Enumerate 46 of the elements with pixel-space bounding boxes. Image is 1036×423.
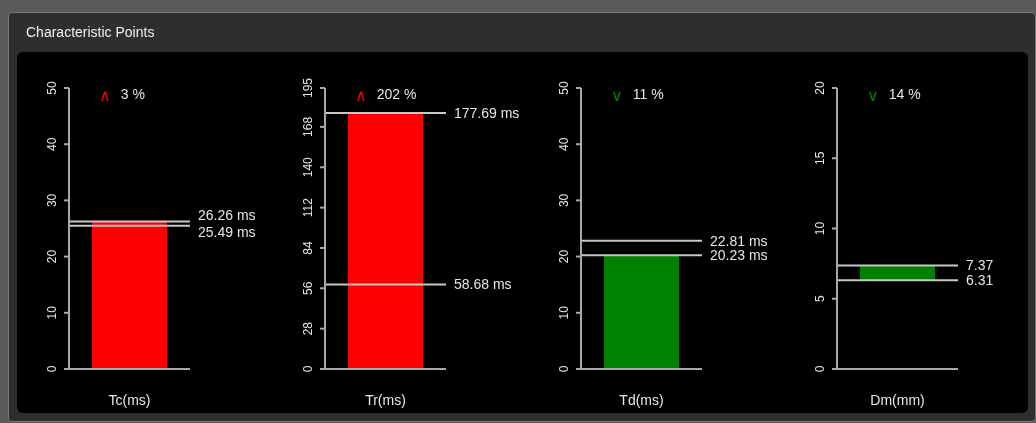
- annotation: 3 %: [120, 86, 145, 104]
- annotation: ∨: [611, 86, 623, 105]
- annotation: ∨: [867, 86, 879, 105]
- ref-line-label: 7.37: [966, 257, 994, 274]
- ref-line-label: 177.69 ms: [454, 104, 520, 121]
- y-tick-label: 50: [45, 81, 59, 95]
- y-tick-label: 10: [813, 221, 827, 236]
- y-tick-label: 20: [813, 81, 827, 95]
- y-tick-label: 10: [557, 305, 571, 320]
- y-tick-label: 40: [557, 137, 571, 151]
- y-tick-label: 0: [301, 365, 315, 373]
- y-tick-label: 168: [301, 116, 315, 137]
- chart-title: Characteristic Points: [26, 24, 155, 40]
- x-axis-title: Dm(mm): [870, 392, 925, 408]
- x-axis-title: Tr(ms): [365, 392, 406, 408]
- y-tick-label: 10: [45, 305, 59, 320]
- y-tick-label: 15: [813, 151, 827, 165]
- y-tick-label: 50: [557, 81, 571, 95]
- x-axis-title: Td(ms): [619, 392, 664, 408]
- ref-line-label: 26.26 ms: [198, 207, 256, 224]
- y-tick-label: 20: [45, 249, 59, 264]
- annotation: 11 %: [632, 86, 664, 104]
- annotation: 202 %: [376, 86, 417, 104]
- y-tick-label: 0: [813, 365, 827, 373]
- y-tick-label: 0: [557, 365, 571, 373]
- y-tick-label: 5: [813, 295, 827, 303]
- annotation: 14 %: [888, 86, 921, 104]
- ref-line-label: 20.23 ms: [710, 247, 768, 264]
- y-tick-label: 84: [301, 240, 315, 255]
- y-tick-label: 40: [45, 137, 59, 151]
- y-tick-label: 28: [301, 321, 315, 336]
- ref-line-label: 22.81 ms: [710, 232, 768, 249]
- ref-line-label: 58.68 ms: [454, 276, 512, 293]
- y-tick-label: 30: [45, 193, 59, 208]
- y-tick-label: 20: [557, 249, 571, 264]
- y-tick-label: 112: [301, 197, 315, 218]
- y-tick-label: 0: [45, 365, 59, 373]
- ref-line-label: 6.31: [966, 272, 994, 289]
- y-tick-label: 56: [301, 281, 315, 295]
- annotation: ∧: [99, 86, 111, 105]
- y-tick-label: 140: [301, 156, 315, 178]
- ref-line-label: 25.49 ms: [198, 223, 256, 240]
- y-tick-label: 195: [301, 77, 315, 99]
- annotation: ∧: [355, 86, 367, 105]
- y-tick-label: 30: [557, 193, 571, 208]
- x-axis-title: Tc(ms): [108, 392, 151, 408]
